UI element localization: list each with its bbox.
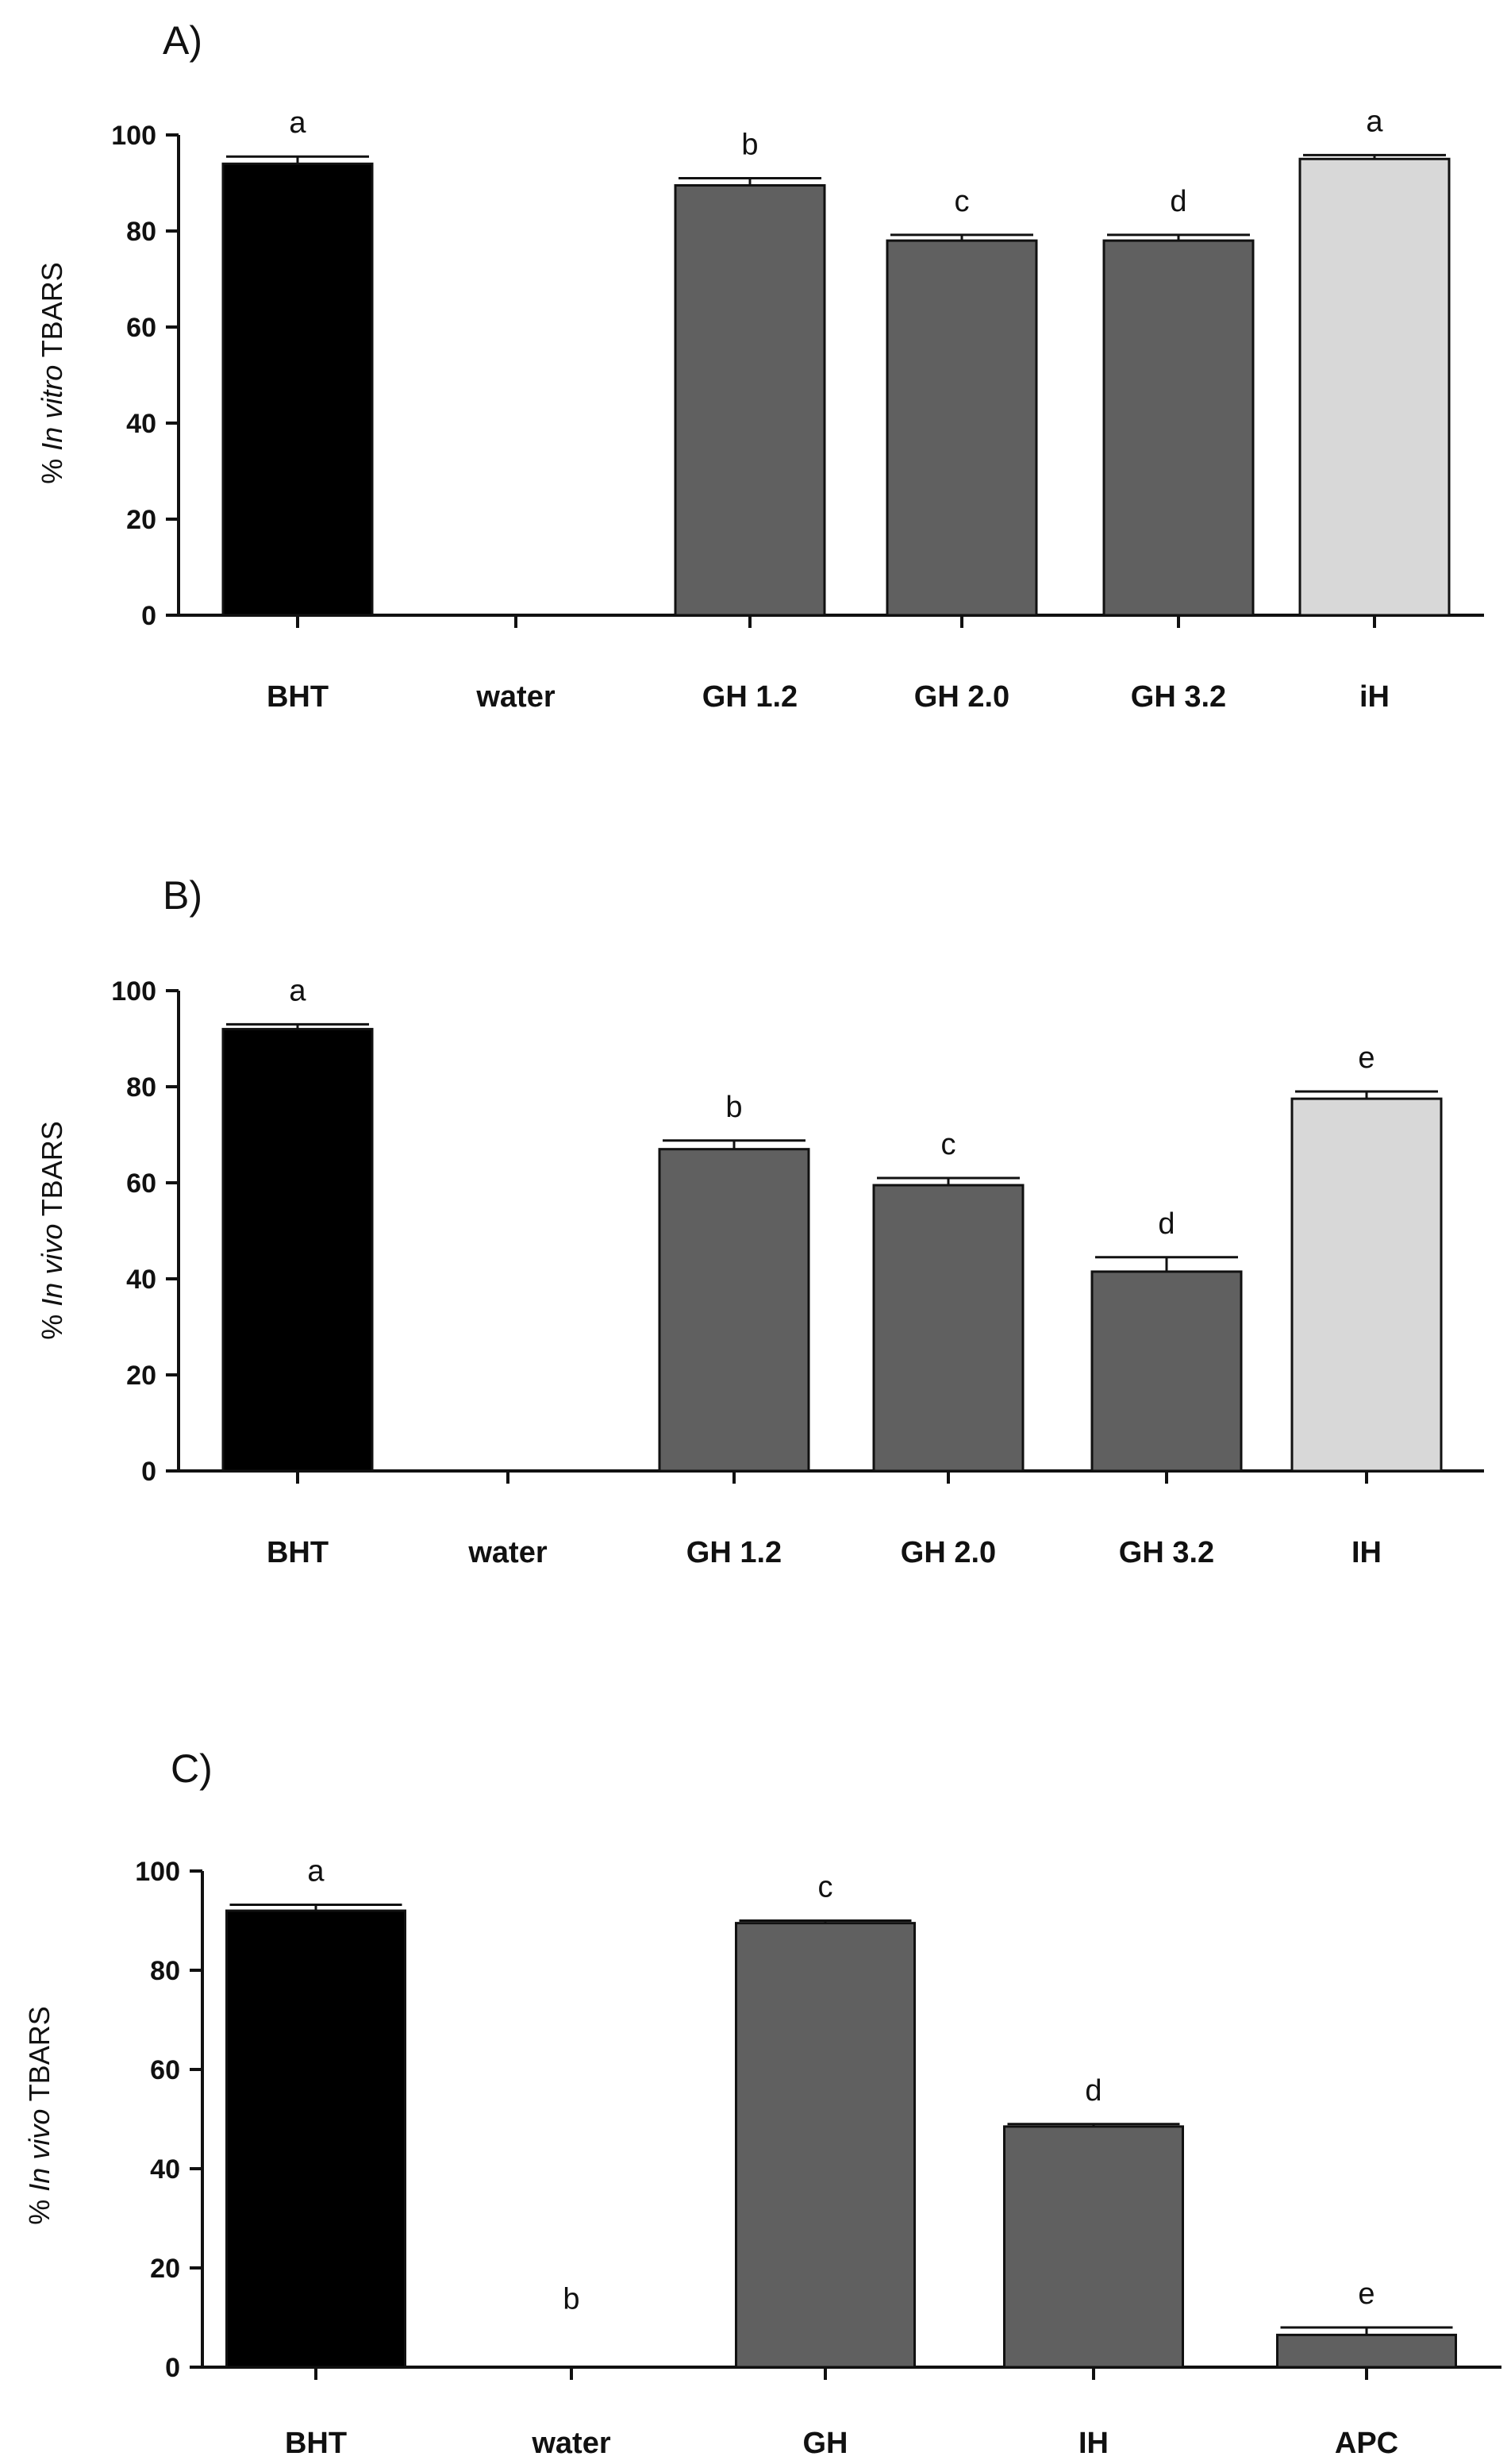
category-label: IH [1351,1536,1382,1569]
category-label: water [475,680,555,714]
panel-label: C) [171,1746,213,1791]
significance-letter: a [307,1855,325,1888]
category-label: GH [803,2427,848,2460]
bar-gh-3-2 [1090,1270,1243,1473]
category-label: BHT [267,1536,329,1569]
category-label: GH 3.2 [1131,680,1226,714]
category-label: GH 2.0 [914,680,1009,714]
bar-gh-2-0 [886,239,1038,617]
y-tick-label: 20 [126,505,156,535]
category-label: IH [1078,2427,1109,2460]
y-tick-label: 80 [150,1956,180,1986]
y-tick-label: 20 [126,1361,156,1391]
category-label: BHT [285,2427,347,2460]
bar-gh-1-2 [674,184,826,617]
significance-letter: b [741,128,758,161]
y-tick-label: 60 [150,2055,180,2085]
bar-gh-1-2 [658,1148,810,1473]
category-label: water [531,2427,610,2460]
bar-ih [1003,2125,1184,2369]
significance-letter: d [1158,1207,1175,1241]
panel-label: B) [163,873,202,918]
category-label: water [467,1536,547,1569]
y-tick-label: 60 [126,1168,156,1199]
category-label: GH 1.2 [702,680,798,714]
category-label: iH [1359,680,1390,714]
significance-letter: d [1085,2074,1102,2108]
significance-letter: d [1170,185,1186,218]
y-axis-title: % In vivo TBARS [36,1121,68,1339]
y-axis-title: % In vitro TBARS [36,262,68,483]
category-label: GH 2.0 [901,1536,996,1569]
y-tick-label: 40 [126,1265,156,1295]
significance-letter: a [1366,105,1383,138]
y-axis-title: % In vivo TBARS [23,2006,56,2224]
y-tick-label: 40 [150,2154,180,2185]
bar-ih [1290,1097,1443,1473]
y-tick-label: 0 [165,2353,180,2383]
significance-letter: a [289,106,306,140]
panel-label: A) [163,18,202,63]
bar-gh-2-0 [872,1184,1025,1473]
bar-apc [1276,2333,1457,2369]
chart-panel-3: C) % In vivo TBARS 0 20 40 60 80 100 a BHT b water c… [23,1746,1501,2460]
y-tick-label: 0 [141,1457,156,1487]
significance-letter: c [941,1128,956,1161]
y-tick-label: 40 [126,409,156,439]
chart-panel-1: A) % In vitro TBARS 0 20 40 60 80 100 a BHT water b… [36,18,1484,714]
bar-bht [225,1909,406,2369]
significance-letter: e [1358,1041,1375,1075]
y-tick-label: 60 [126,313,156,343]
significance-letter: b [725,1091,742,1124]
bar-gh [735,1922,916,2369]
significance-letter: b [563,2282,579,2316]
y-tick-label: 80 [126,1072,156,1103]
significance-letter: c [818,1871,833,1904]
category-label: GH 3.2 [1119,1536,1214,1569]
y-tick-label: 100 [111,976,156,1007]
y-tick-label: 20 [150,2254,180,2284]
bar-ih [1298,157,1451,617]
y-tick-label: 80 [126,217,156,247]
category-label: GH 1.2 [686,1536,782,1569]
category-label: BHT [267,680,329,714]
significance-letter: c [955,185,970,218]
bar-gh-3-2 [1102,239,1255,617]
category-label: APC [1335,2427,1398,2460]
y-tick-label: 100 [111,121,156,151]
y-tick-label: 100 [135,1857,180,1887]
significance-letter: e [1358,2277,1375,2311]
significance-letter: a [289,974,306,1007]
chart-panel-2: B) % In vivo TBARS 0 20 40 60 80 100 a BHT water b G… [36,873,1484,1569]
bar-bht [221,1027,374,1473]
y-tick-label: 0 [141,601,156,631]
bar-bht [221,162,374,617]
